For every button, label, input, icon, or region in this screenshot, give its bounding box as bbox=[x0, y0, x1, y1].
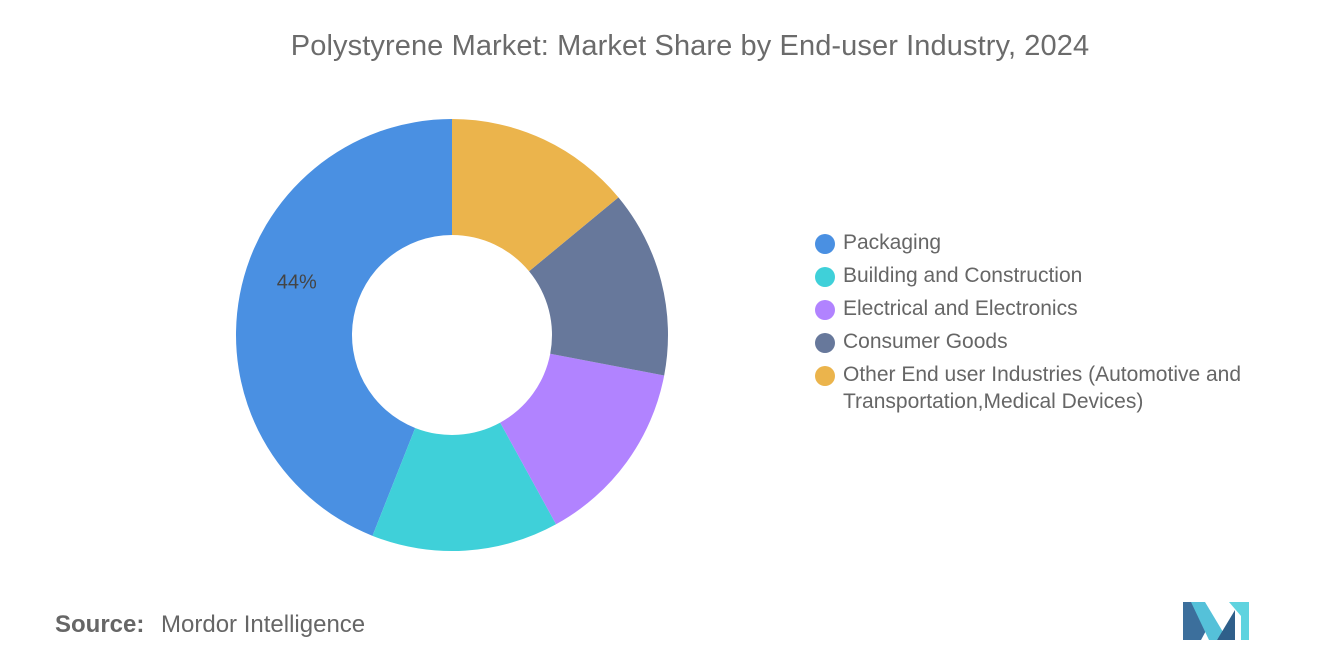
legend-label-consumer-goods: Consumer Goods bbox=[843, 330, 1008, 353]
legend-label-other-end-user-industries: Other End user Industries (Automotive an… bbox=[843, 363, 1242, 413]
slice-electrical-and-electronics bbox=[500, 353, 665, 525]
chart-legend: Packaging Building and Construction Elec… bbox=[815, 229, 1295, 421]
chart-title: Polystyrene Market: Market Share by End-… bbox=[290, 30, 1090, 62]
legend-swatch-packaging bbox=[815, 234, 835, 254]
legend-label-packaging: Packaging bbox=[843, 231, 942, 254]
legend-label-electrical-and-electronics: Electrical and Electronics bbox=[843, 297, 1078, 320]
slice-packaging bbox=[236, 119, 452, 536]
legend-swatch-other-end-user-industries bbox=[815, 366, 835, 386]
slice-consumer-goods bbox=[529, 197, 668, 376]
legend-item-consumer-goods: Consumer Goods bbox=[815, 328, 1295, 355]
legend-label-building-and-construction: Building and Construction bbox=[843, 264, 1083, 287]
slice-other-end-user-industries bbox=[452, 119, 619, 272]
legend-item-building-and-construction: Building and Construction bbox=[815, 262, 1295, 289]
legend-item-packaging: Packaging bbox=[815, 229, 1295, 256]
legend-swatch-electrical-and-electronics bbox=[815, 300, 835, 320]
slice-building-and-construction bbox=[372, 422, 557, 552]
source-value: Mordor Intelligence bbox=[161, 611, 366, 638]
data-label-packaging: 44% bbox=[277, 272, 317, 294]
legend-swatch-building-and-construction bbox=[815, 267, 835, 287]
legend-swatch-consumer-goods bbox=[815, 333, 835, 353]
source-line: Source: Mordor Intelligence bbox=[55, 611, 365, 639]
source-label: Source: bbox=[55, 611, 145, 638]
mordor-intelligence-logo-icon bbox=[1183, 602, 1249, 640]
legend-item-electrical-and-electronics: Electrical and Electronics bbox=[815, 295, 1295, 322]
legend-item-other-end-user-industries: Other End user Industries (Automotive an… bbox=[815, 361, 1295, 415]
